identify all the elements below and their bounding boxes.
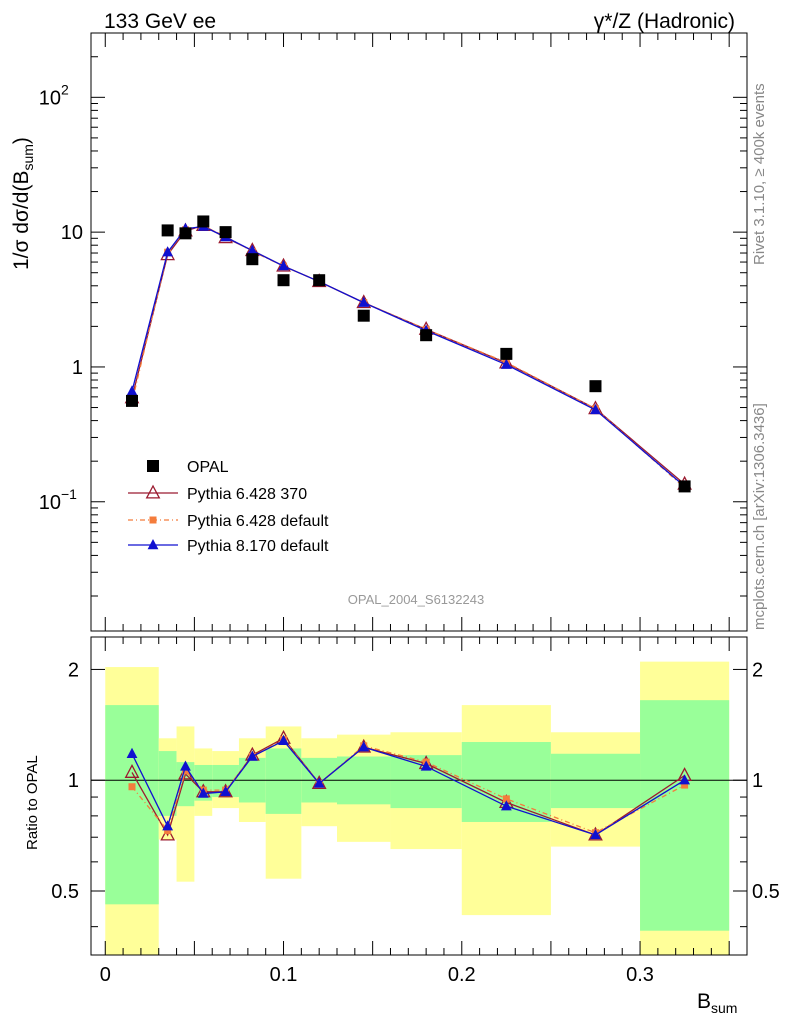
ratio-series-2-point-12 bbox=[679, 774, 691, 785]
x-axis-label: Bsum bbox=[697, 990, 737, 1016]
ratio-series-2-point-7 bbox=[313, 777, 325, 788]
legend-marker-1 bbox=[145, 484, 161, 499]
x-tick-label-3: 0.3 bbox=[626, 964, 654, 986]
main-series-0-point-11 bbox=[589, 380, 602, 393]
ratio-series-1-point-12 bbox=[681, 781, 689, 789]
legend-label-2: Pythia 6.428 default bbox=[187, 513, 329, 530]
rivet-version-label: Rivet 3.1.10, ≥ 400k events bbox=[751, 83, 768, 265]
main-series-0-point-2 bbox=[179, 227, 192, 240]
main-series-0-point-10 bbox=[500, 347, 513, 360]
main-frame bbox=[90, 32, 748, 632]
legend-label-0: OPAL bbox=[187, 459, 229, 476]
ratio-series-2-point-2 bbox=[180, 760, 191, 771]
ratio-series-1-point-2 bbox=[181, 767, 189, 775]
ratio-series-2-point-9 bbox=[420, 760, 432, 771]
ratio-frame bbox=[90, 636, 748, 956]
ratio-series-2-point-4 bbox=[220, 785, 231, 797]
main-series-3-point-8 bbox=[358, 296, 370, 307]
main-series-3-point-11 bbox=[590, 403, 601, 415]
main-series-0-point-3 bbox=[197, 215, 210, 228]
ratio-y-tick-label-left-0: 0.5 bbox=[51, 881, 79, 903]
legend-label-3: Pythia 8.170 default bbox=[187, 538, 329, 555]
x-tick-label-2: 0.2 bbox=[448, 964, 476, 986]
ratio-series-1-point-0 bbox=[128, 783, 136, 791]
main-series-0-point-12 bbox=[678, 480, 691, 493]
ratio-y-tick-label-left-2: 2 bbox=[68, 659, 79, 681]
main-series-0-point-8 bbox=[357, 309, 370, 322]
main-series-3-point-5 bbox=[246, 244, 258, 255]
legend-marker-3 bbox=[147, 539, 159, 550]
ratio-y-tick-label-right-2: 2 bbox=[752, 659, 763, 681]
main-series-3-point-0 bbox=[126, 385, 138, 396]
ratio-series-0-point-0 bbox=[124, 764, 140, 778]
ratio-plot-marks bbox=[91, 729, 747, 841]
main-series-line-1 bbox=[131, 224, 686, 485]
main-series-0-point-1 bbox=[161, 224, 174, 237]
ratio-y-tick-label-right-1: 1 bbox=[752, 770, 763, 792]
ratio-series-2-point-1 bbox=[162, 820, 174, 831]
ratio-series-2-point-6 bbox=[278, 734, 289, 745]
main-series-0-point-7 bbox=[313, 274, 326, 287]
main-series-0-point-0 bbox=[126, 394, 138, 407]
legend-marker-0 bbox=[147, 460, 159, 472]
ratio-series-2-point-3 bbox=[197, 787, 209, 798]
ratio-y-axis-label: Ratio to OPAL bbox=[24, 755, 41, 850]
main-y-tick-exponent-3: 2 bbox=[61, 81, 69, 97]
main-y-tick-exponent-0: −1 bbox=[61, 486, 77, 502]
main-y-tick-label-2: 10 bbox=[61, 222, 83, 244]
ratio-series-1-point-10 bbox=[502, 795, 510, 803]
main-series-line-3 bbox=[131, 225, 686, 487]
ratio-series-2-point-10 bbox=[500, 800, 512, 811]
ratio-band-inner-12 bbox=[640, 700, 730, 931]
ratio-series-2-point-8 bbox=[358, 741, 370, 752]
main-series-0-point-4 bbox=[219, 226, 232, 239]
main-series-3-point-1 bbox=[162, 246, 174, 257]
ratio-band-inner-6 bbox=[265, 748, 302, 814]
main-series-line-2 bbox=[131, 225, 686, 489]
legend-label-1: Pythia 6.428 370 bbox=[187, 486, 307, 503]
x-tick-label-0: 0 bbox=[100, 964, 111, 986]
ratio-series-1-point-1 bbox=[164, 827, 172, 835]
ratio-band-inner-11 bbox=[550, 753, 641, 809]
ratio-panel bbox=[90, 636, 748, 956]
main-plot-marks bbox=[124, 215, 692, 493]
ratio-y-tick-label-right-0: 0.5 bbox=[752, 881, 780, 903]
x-tick-label-1: 0.1 bbox=[270, 964, 298, 986]
main-panel bbox=[90, 32, 748, 632]
header-left-label: 133 GeV ee bbox=[104, 10, 216, 33]
analysis-tag: OPAL_2004_S6132243 bbox=[348, 592, 484, 607]
ratio-y-tick-label-left-1: 1 bbox=[68, 770, 79, 792]
main-y-axis-label: 1/σ dσ/d(Bsum) bbox=[10, 137, 36, 270]
main-series-0-point-6 bbox=[277, 274, 290, 287]
main-series-3-point-6 bbox=[278, 260, 289, 271]
ratio-band-inner-1 bbox=[158, 751, 177, 816]
header-right-label: γ*/Z (Hadronic) bbox=[594, 10, 735, 33]
main-y-tick-label-3: 10 bbox=[39, 87, 61, 109]
ratio-series-2-point-11 bbox=[590, 828, 601, 840]
legend: OPAL Pythia 6.428 370 Pythia 6.428 default… bbox=[128, 459, 329, 555]
legend-marker-2 bbox=[149, 516, 157, 524]
ratio-series-2-point-0 bbox=[126, 747, 138, 758]
main-y-tick-label-0: 10 bbox=[39, 492, 61, 514]
main-series-3-point-10 bbox=[500, 358, 512, 369]
mcplots-label: mcplots.cern.ch [arXiv:1306.3436] bbox=[751, 403, 768, 630]
main-series-0-point-9 bbox=[420, 329, 433, 342]
ratio-series-2-point-5 bbox=[246, 750, 258, 761]
main-series-0-point-5 bbox=[246, 253, 259, 266]
main-y-tick-label-1: 1 bbox=[72, 357, 83, 379]
